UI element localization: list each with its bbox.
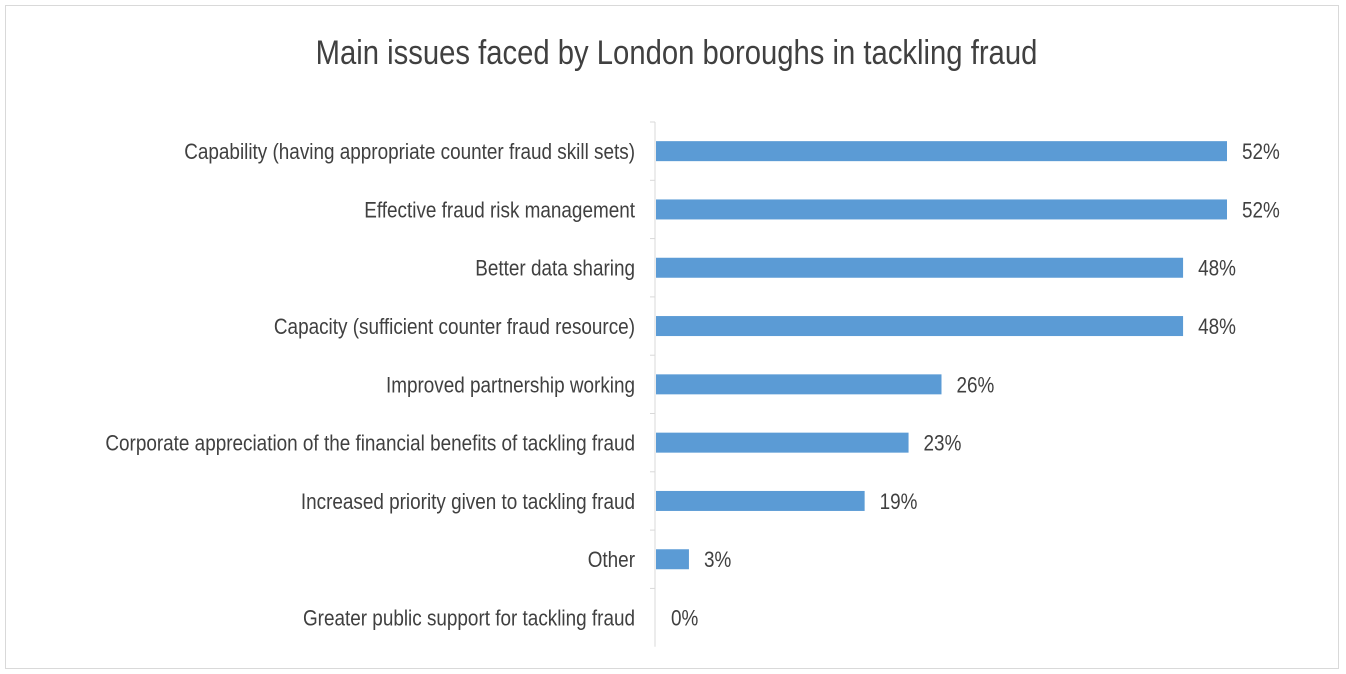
data-label: 0%: [671, 606, 698, 631]
category-label: Capacity (sufficient counter fraud resou…: [274, 315, 635, 340]
category-label: Capability (having appropriate counter f…: [184, 140, 635, 165]
bar: [656, 549, 689, 570]
bar: [656, 432, 909, 453]
category-label: Greater public support for tackling frau…: [303, 606, 635, 631]
category-label: Increased priority given to tackling fra…: [301, 490, 635, 515]
data-label: 48%: [1198, 256, 1236, 281]
data-label: 23%: [924, 431, 962, 456]
category-label: Other: [588, 548, 635, 573]
bar: [656, 374, 942, 395]
data-label: 19%: [880, 490, 918, 515]
bar: [656, 141, 1227, 162]
category-label: Improved partnership working: [386, 373, 635, 398]
data-label: 26%: [956, 373, 994, 398]
bar: [656, 199, 1227, 220]
chart-title: Main issues faced by London boroughs in …: [315, 34, 1038, 72]
category-label: Better data sharing: [475, 256, 635, 281]
bar: [656, 316, 1184, 337]
category-label: Corporate appreciation of the financial …: [105, 431, 635, 456]
bar: [656, 257, 1184, 278]
data-label: 3%: [704, 548, 731, 573]
category-label: Effective fraud risk management: [364, 198, 635, 223]
data-label: 52%: [1242, 140, 1280, 165]
data-label: 52%: [1242, 198, 1280, 223]
bar: [656, 490, 865, 511]
data-label: 48%: [1198, 315, 1236, 340]
